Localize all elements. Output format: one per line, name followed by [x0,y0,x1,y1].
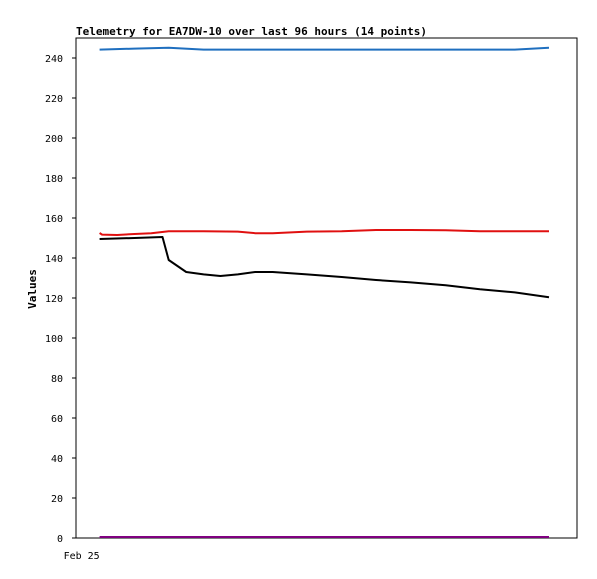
y-tick-label: 240 [45,54,63,65]
series-line-1 [99,46,550,51]
y-tick-label: 100 [45,334,63,345]
y-axis-label: Values [26,269,39,309]
y-tick-label: 40 [51,454,63,465]
y-tick-label: 180 [45,174,63,185]
y-tick-label: 120 [45,294,63,305]
plot-area [75,37,578,539]
series-lines [99,46,550,538]
y-tick-label: 160 [45,214,63,225]
y-tick-label: 80 [51,374,63,385]
series-line-3 [99,236,550,299]
y-tick-label: 200 [45,134,63,145]
chart-title: Telemetry for EA7DW-10 over last 96 hour… [76,25,427,38]
x-axis: Feb 25 [64,551,100,562]
series-line-2 [99,229,549,236]
y-tick-label: 0 [57,534,63,545]
y-tick-label: 60 [51,414,63,425]
y-axis: 0 20 40 60 80 100 120 140 160 180 200 220 240 [45,54,76,545]
y-tick-label: 220 [45,94,63,105]
y-tick-label: 140 [45,254,63,265]
y-tick-label: 20 [51,494,63,505]
x-tick-label: Feb 25 [64,551,100,562]
